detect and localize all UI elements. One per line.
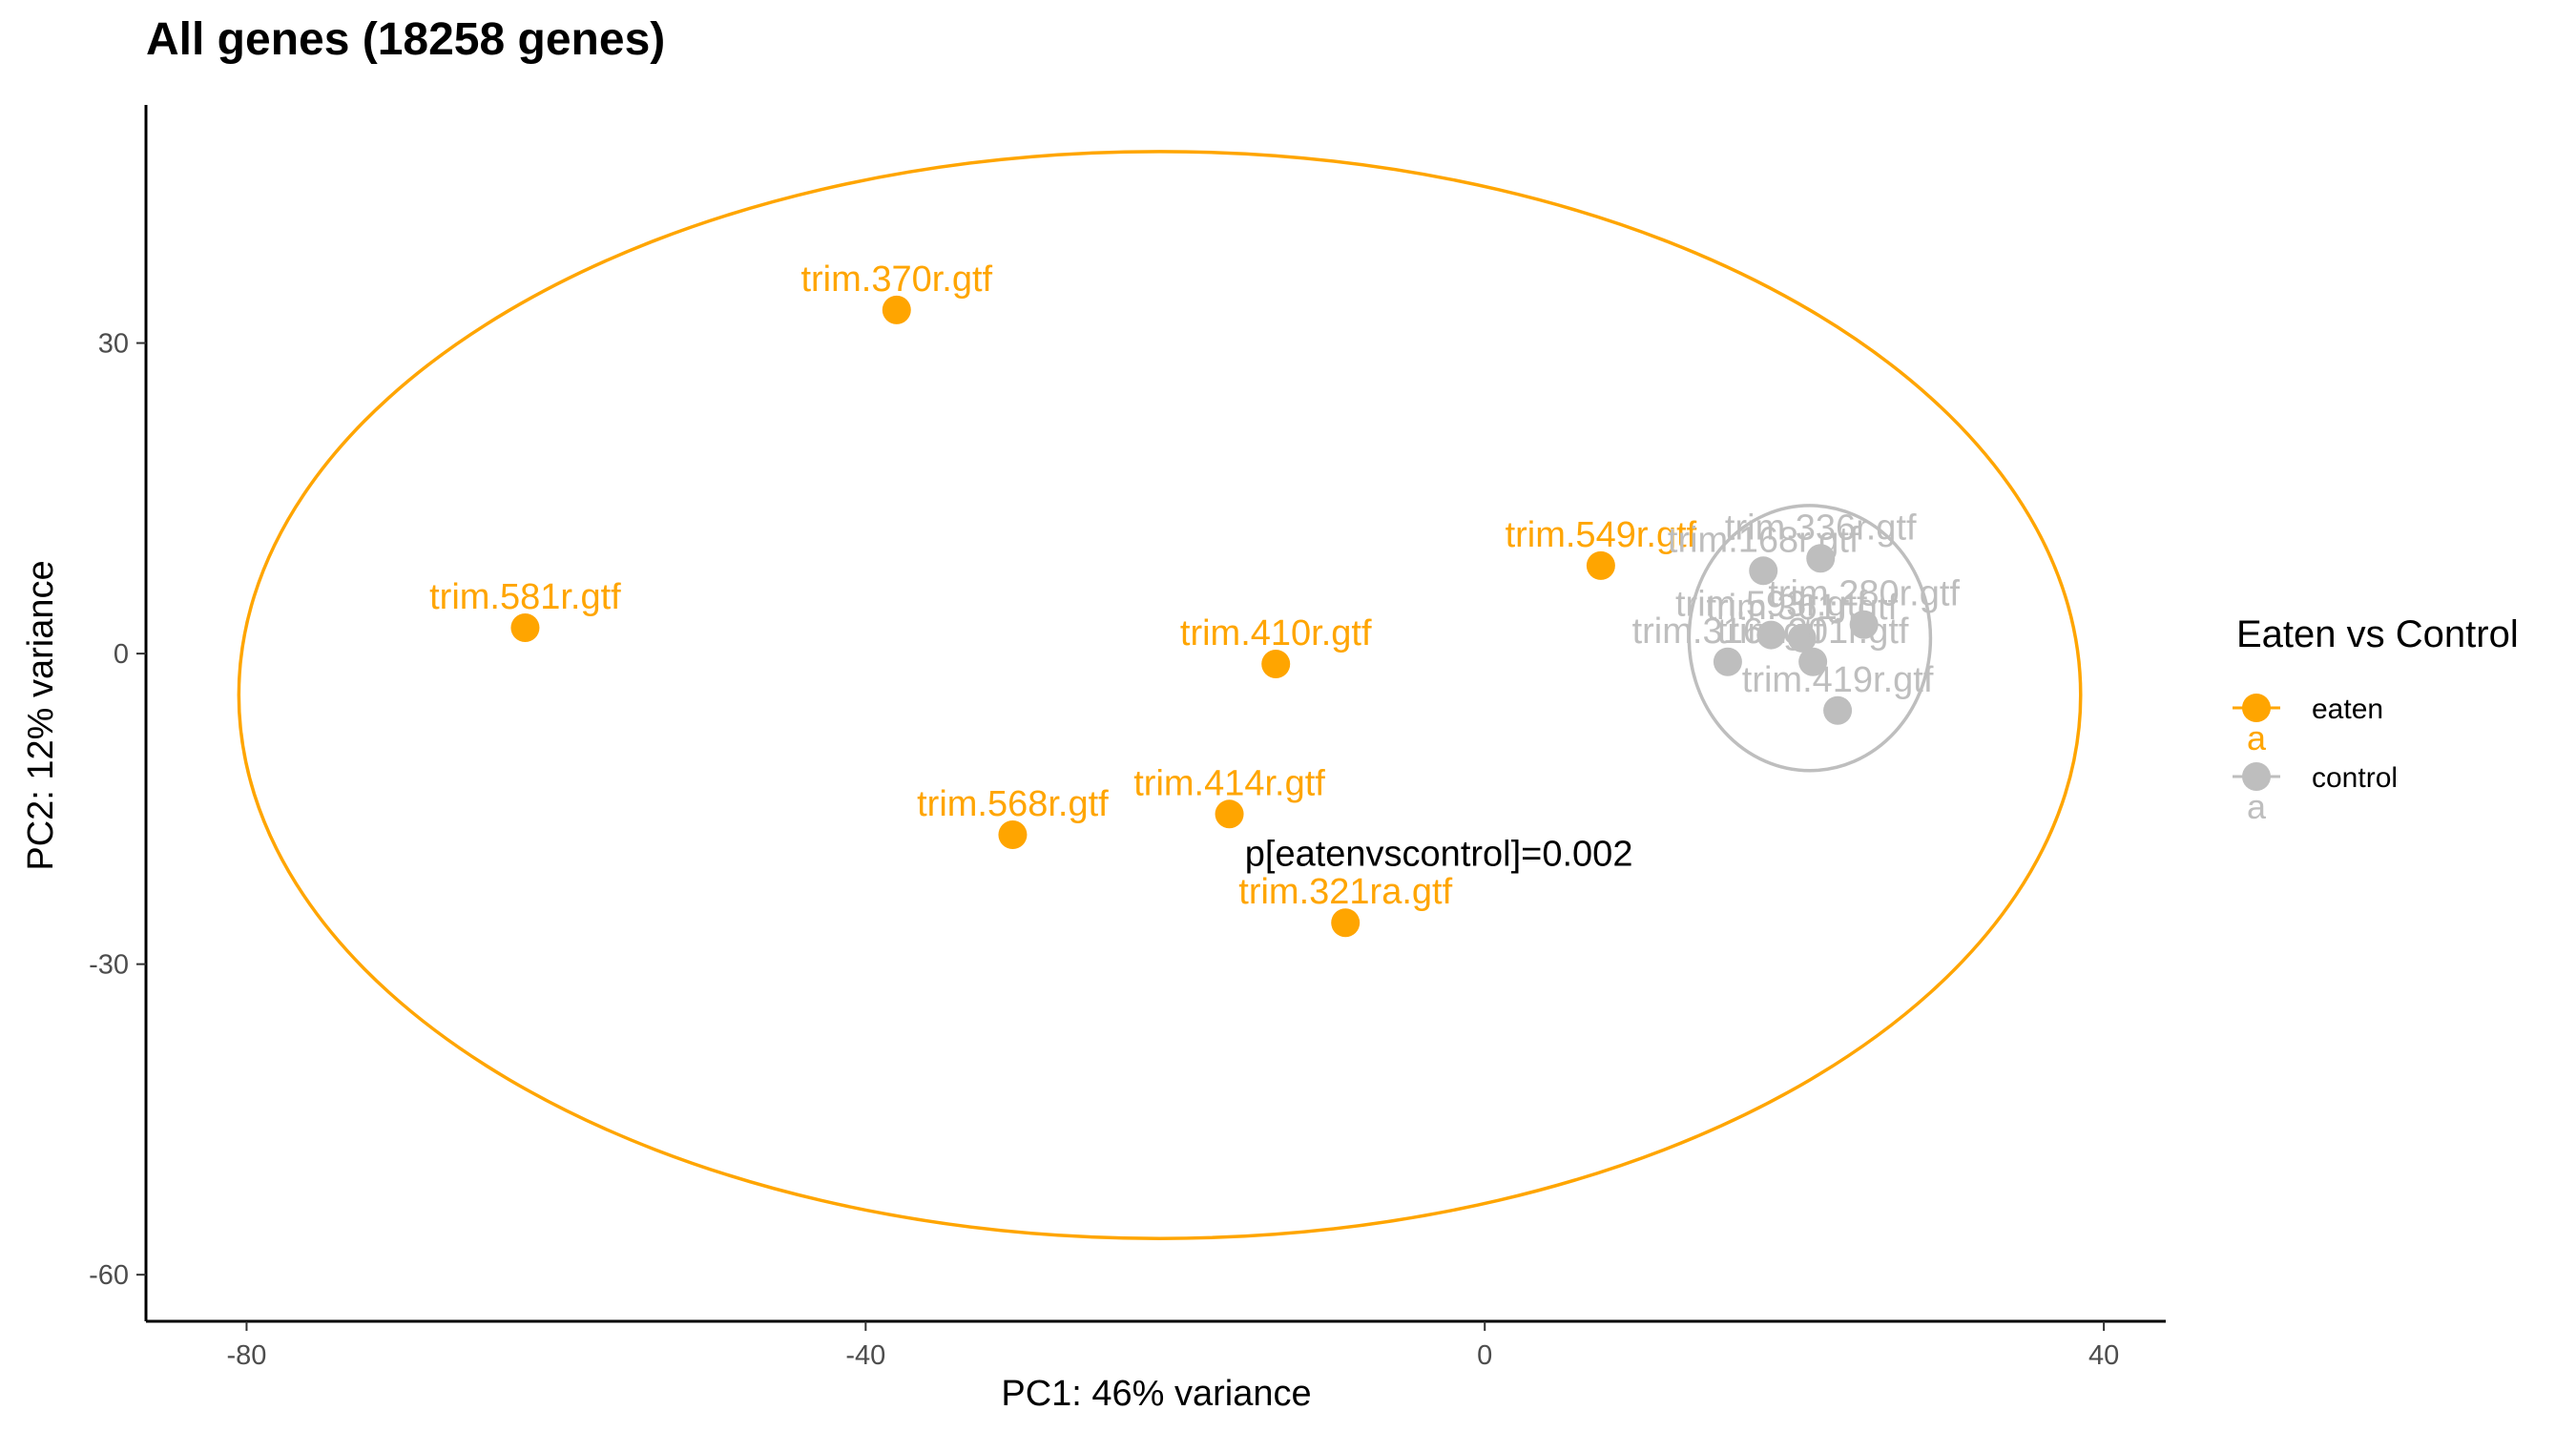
tick-layer: -80 -40 0 40 -60 -30 0 30 xyxy=(89,329,2119,1371)
control-point-label: trim.361r.gtf xyxy=(1706,588,1898,628)
eaten-point-label: trim.549r.gtf xyxy=(1506,515,1697,555)
y-tick-label: 0 xyxy=(114,639,129,670)
control-point-label: trim.201r.gtf xyxy=(1717,612,1909,652)
control-point xyxy=(1756,620,1786,650)
y-tick-label: -30 xyxy=(89,950,129,981)
eaten-point xyxy=(1261,649,1291,678)
eaten-legend-key-point xyxy=(2242,694,2271,722)
eaten-point xyxy=(882,295,911,324)
eaten-point-label: trim.410r.gtf xyxy=(1180,613,1372,653)
control-point xyxy=(1713,647,1742,676)
legend-title: Eaten vs Control xyxy=(2236,613,2519,655)
control-point-label: trim.593r.gtf xyxy=(1675,585,1867,625)
x-tick-label: -40 xyxy=(845,1340,885,1371)
eaten-point-label: trim.321ra.gtf xyxy=(1238,872,1452,912)
eaten-point-label: trim.370r.gtf xyxy=(800,259,992,300)
eaten-confidence-ellipse xyxy=(237,150,2083,1240)
y-axis-title: PC2: 12% variance xyxy=(21,560,61,870)
y-tick-label: 30 xyxy=(98,329,129,360)
control-point-label: trim.316r.gtf xyxy=(1632,612,1824,652)
x-tick-label: 40 xyxy=(2088,1340,2119,1371)
control-point-label: trim.336r.gtf xyxy=(1725,508,1917,548)
control-point-label: trim.168r.gtf xyxy=(1668,520,1859,560)
x-tick-label: -80 xyxy=(226,1340,266,1371)
eaten-point-label: trim.568r.gtf xyxy=(917,784,1109,824)
eaten-legend-label: eaten xyxy=(2312,694,2383,725)
legend: Eaten vs Control a eaten a control xyxy=(2233,613,2519,826)
control-point xyxy=(1749,556,1778,586)
x-axis-title: PC1: 46% variance xyxy=(1001,1374,1311,1414)
ellipse-layer xyxy=(237,150,2083,1240)
control-point xyxy=(1806,544,1836,573)
eaten-point xyxy=(1215,799,1244,829)
eaten-point xyxy=(510,612,540,642)
control-legend-key-letter: a xyxy=(2247,787,2267,826)
control-point xyxy=(1823,695,1853,725)
eaten-point xyxy=(998,820,1028,849)
control-point xyxy=(1849,610,1879,639)
p-value-annotation: p[eatenvscontrol]=0.002 xyxy=(1245,835,1633,875)
label-layer: trim.370r.gtftrim.581r.gtftrim.549r.gtft… xyxy=(429,259,1960,912)
control-confidence-ellipse xyxy=(1687,504,1933,773)
eaten-point xyxy=(1586,550,1615,580)
eaten-point-label: trim.581r.gtf xyxy=(429,577,621,617)
control-point-label: trim.419r.gtf xyxy=(1742,660,1934,700)
eaten-point-label: trim.414r.gtf xyxy=(1133,763,1325,803)
legend-entries: a eaten a control xyxy=(2233,694,2398,826)
eaten-point xyxy=(1331,908,1361,938)
point-layer xyxy=(510,295,1879,938)
x-tick-label: 0 xyxy=(1477,1340,1492,1371)
control-point xyxy=(1798,647,1828,676)
eaten-legend-key-letter: a xyxy=(2247,718,2267,757)
control-legend-key-point xyxy=(2242,762,2271,791)
axis-layer xyxy=(144,105,2166,1323)
control-legend-label: control xyxy=(2312,762,2398,794)
chart-title: All genes (18258 genes) xyxy=(146,14,666,65)
y-tick-label: -60 xyxy=(89,1260,129,1291)
control-point-label: trim.280r.gtf xyxy=(1768,574,1960,614)
control-point xyxy=(1787,623,1817,653)
